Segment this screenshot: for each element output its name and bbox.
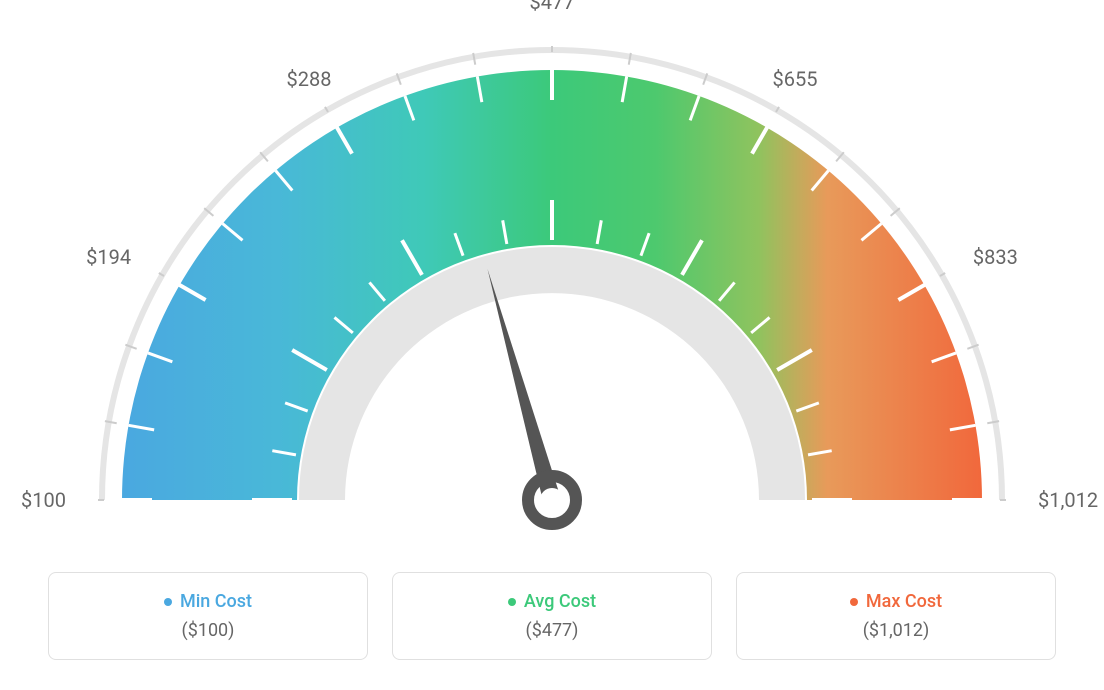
min-cost-card: Min Cost ($100) (48, 572, 368, 660)
scale-label: $288 (287, 67, 332, 91)
max-cost-card: Max Cost ($1,012) (736, 572, 1056, 660)
max-cost-value: ($1,012) (757, 620, 1035, 641)
min-cost-title: Min Cost (69, 591, 347, 612)
min-dot-icon (164, 598, 172, 606)
avg-cost-title: Avg Cost (413, 591, 691, 612)
avg-dot-icon (508, 598, 516, 606)
max-cost-title: Max Cost (757, 591, 1035, 612)
max-cost-label: Max Cost (866, 591, 942, 612)
max-dot-icon (850, 598, 858, 606)
scale-label: $1,012 (1038, 488, 1098, 512)
avg-cost-value: ($477) (413, 620, 691, 641)
min-cost-value: ($100) (69, 620, 347, 641)
scale-label: $100 (21, 488, 66, 512)
gauge-chart: $100 $194 $288 $477 $655 $833 $1,012 (0, 0, 1104, 560)
cost-cards: Min Cost ($100) Avg Cost ($477) Max Cost… (0, 572, 1104, 660)
gauge-svg (0, 0, 1104, 560)
scale-label: $833 (973, 245, 1018, 269)
min-cost-label: Min Cost (180, 591, 252, 612)
avg-cost-card: Avg Cost ($477) (392, 572, 712, 660)
scale-label: $194 (86, 245, 131, 269)
avg-cost-label: Avg Cost (524, 591, 596, 612)
scale-label: $655 (773, 67, 818, 91)
scale-label: $477 (530, 0, 575, 14)
